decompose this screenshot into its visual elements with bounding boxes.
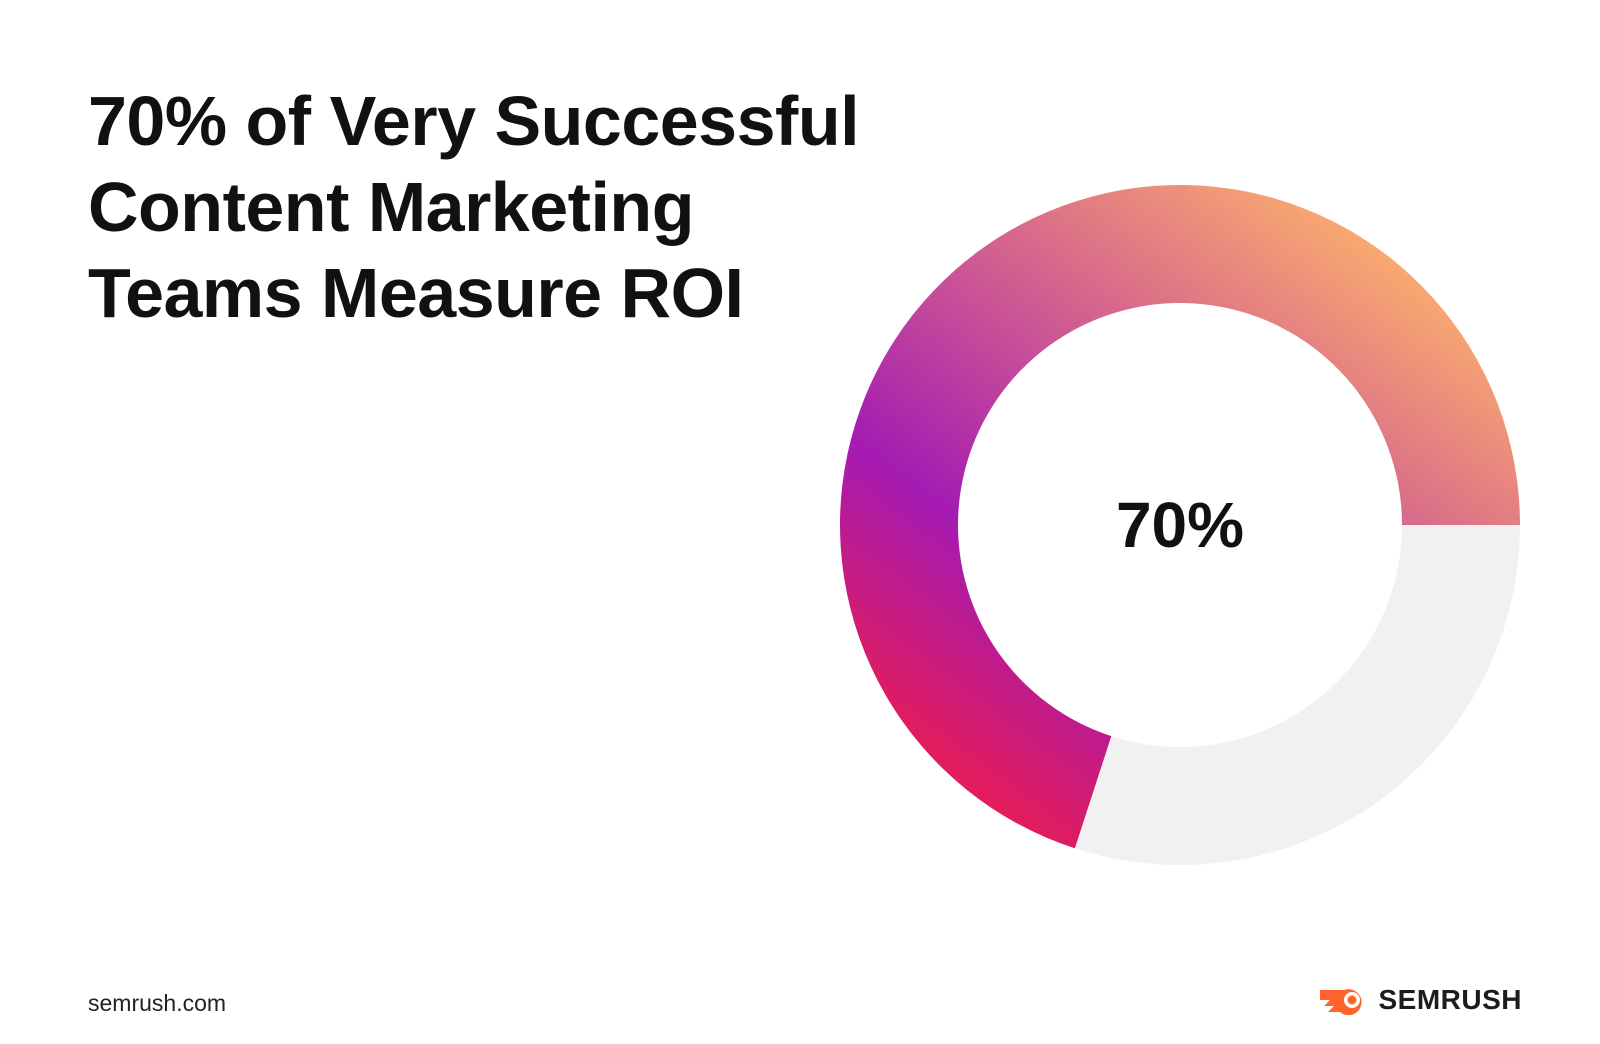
source: semrush.com xyxy=(88,990,227,1016)
brand-name: SEMRUSH xyxy=(1378,984,1522,1015)
chart-title: 70% of Very Successful Content Marketing… xyxy=(88,82,860,332)
center-label: 70% xyxy=(1116,489,1244,561)
brand-icon xyxy=(1320,989,1363,1016)
donut-segment xyxy=(1074,525,1520,865)
donut-segment xyxy=(839,185,1520,849)
brand-logo: SEMRUSH xyxy=(1318,984,1522,1016)
